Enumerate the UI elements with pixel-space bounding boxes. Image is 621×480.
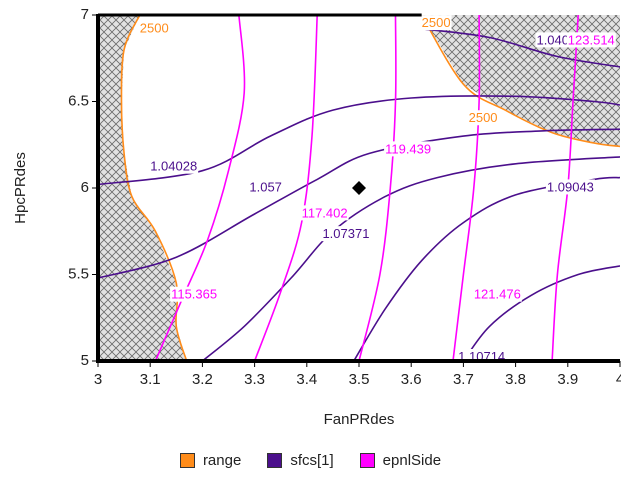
contour-label-background (248, 179, 283, 195)
y-tick-label: 5 (81, 352, 89, 369)
x-tick-label: 3.6 (401, 371, 422, 388)
range-contour-label: 2500 (422, 15, 451, 30)
x-tick-label: 3.5 (349, 371, 370, 388)
y-tick-label: 5.5 (68, 265, 89, 282)
sfcs-1-contour-1 (98, 95, 620, 186)
epnlside-contour-label: 119.439 (385, 141, 431, 156)
contour-label-background (321, 226, 371, 242)
x-tick-label: 3.1 (140, 371, 161, 388)
contour-label-background (138, 20, 170, 36)
x-tick-label: 4 (616, 371, 621, 388)
epnlside-contour-1 (154, 15, 246, 361)
epnlside-contour-label: 123.514 (568, 32, 615, 47)
sfcs-1-contour-label: 1.057 (249, 179, 282, 194)
x-tick-label: 3.4 (296, 371, 317, 388)
contour-label-background (420, 15, 452, 31)
x-tick-label: 3.3 (244, 371, 265, 388)
contour-label-background (149, 158, 199, 174)
x-tick-label: 3.7 (453, 371, 474, 388)
epnlside-contour-label: 115.365 (171, 287, 217, 302)
sfcs-1-contour-4 (201, 156, 620, 361)
epnlside-contour-label: 117.402 (302, 205, 348, 220)
legend-swatch (359, 453, 375, 468)
contour-label-background (384, 141, 433, 157)
legend-item: epnlSide (359, 452, 442, 469)
legend-swatch (179, 453, 195, 468)
contour-label-background (300, 205, 349, 221)
infeasible-region-1 (98, 15, 187, 361)
legend-label: range (202, 452, 242, 469)
sfcs-1-contour-3 (98, 128, 620, 279)
range-contour-label: 2500 (140, 20, 169, 35)
sfcs-1-contour-label: 1.09043 (547, 179, 594, 194)
legend-swatch (267, 453, 283, 468)
design-point-marker (352, 181, 366, 195)
sfcs-1-contour-2 (421, 28, 620, 68)
legend-item: sfcs[1] (267, 452, 334, 469)
x-tick-label: 3.2 (192, 371, 213, 388)
contour-label-background (545, 179, 595, 195)
x-tick-label: 3 (94, 371, 102, 388)
y-tick-label: 6.5 (68, 92, 89, 109)
sfcs-1-contour-label: 1.04028 (150, 159, 197, 174)
contour-label-background (566, 32, 616, 48)
x-tick-label: 3.8 (505, 371, 526, 388)
y-tick-label: 7 (81, 6, 89, 23)
infeasible-region-2 (421, 15, 620, 147)
epnlside-contour-3 (358, 15, 397, 361)
sfcs-1-contour-label: 1.07371 (322, 226, 369, 241)
epnlside-contour-label: 121.476 (474, 287, 521, 302)
x-axis-title: FanPRdes (324, 411, 395, 428)
contour-label-background (467, 110, 499, 126)
legend: range sfcs[1] epnlSide (0, 452, 621, 469)
sfcs-1-contour-6 (462, 265, 620, 361)
y-axis-title: HpcPRdes (12, 152, 29, 224)
x-tick-label: 3.9 (557, 371, 578, 388)
legend-label: sfcs[1] (290, 452, 334, 469)
range-contour-2 (420, 15, 620, 148)
contour-chart: 2500 250025001.040281.040281.0571.073711.… (12, 6, 621, 428)
contour-label-background (170, 286, 219, 302)
range-contour-label: 2500 (469, 110, 498, 125)
y-tick-label: 6 (81, 179, 89, 196)
contour-label-background (472, 286, 522, 302)
legend-label: epnlSide (382, 452, 442, 469)
epnlside-contour-4 (452, 15, 481, 361)
legend-item: range (179, 452, 242, 469)
sfcs-1-contour-5 (353, 176, 620, 361)
